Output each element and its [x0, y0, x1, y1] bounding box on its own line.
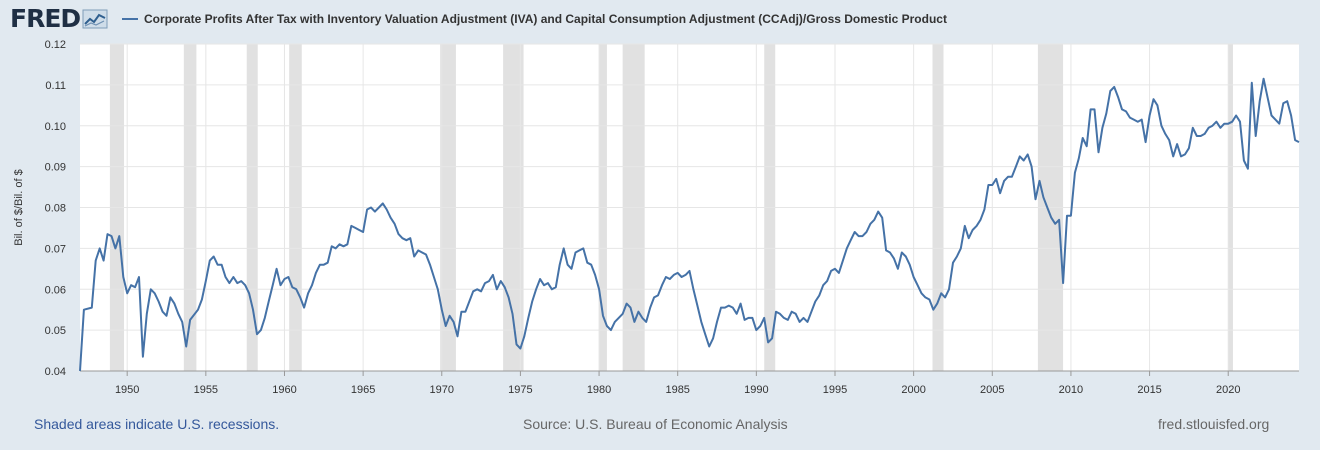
- y-tick-label: 0.06: [45, 284, 66, 296]
- recession-note-link[interactable]: Shaded areas indicate U.S. recessions.: [34, 416, 280, 432]
- x-tick-label: 1980: [587, 384, 611, 396]
- x-tick-label: 1955: [194, 384, 218, 396]
- y-tick-label: 0.10: [45, 121, 66, 133]
- line-chart: 0.04 0.05 0.06 0.07 0.08 0.09 0.10 0.11 0.12 195…: [13, 39, 1300, 396]
- x-tick-label: 2015: [1137, 384, 1161, 396]
- y-tick-label: 0.04: [45, 366, 66, 378]
- y-axis-title: Bil. of $/Bil. of $: [13, 169, 25, 245]
- site-link[interactable]: fred.stlouisfed.org: [1158, 416, 1270, 432]
- source-text: Source: U.S. Bureau of Economic Analysis: [523, 416, 788, 432]
- y-tick-label: 0.11: [45, 80, 66, 92]
- y-tick-label: 0.08: [45, 203, 66, 215]
- x-tick-label: 2010: [1059, 384, 1083, 396]
- fred-logo[interactable]: FRED: [10, 4, 108, 33]
- y-tick-label: 0.05: [45, 325, 66, 337]
- x-tick-label: 1965: [351, 384, 375, 396]
- line-chart-icon: [82, 9, 108, 28]
- grid-lines: [80, 43, 1299, 372]
- x-tick-label: 1950: [115, 384, 139, 396]
- chart-legend: Corporate Profits After Tax with Invento…: [122, 12, 947, 26]
- x-tick-label: 1975: [508, 384, 532, 396]
- y-tick-label: 0.09: [45, 162, 66, 174]
- x-tick-label: 1995: [823, 384, 847, 396]
- y-axis-ticks: 0.04 0.05 0.06 0.07 0.08 0.09 0.10 0.11 0.12: [45, 39, 66, 378]
- logo-text: FRED: [10, 4, 81, 33]
- x-tick-label: 1990: [744, 384, 768, 396]
- legend-series-label: Corporate Profits After Tax with Invento…: [144, 12, 947, 26]
- series-line: [79, 77, 1300, 372]
- x-tick-label: 1960: [272, 384, 296, 396]
- legend-swatch: [122, 18, 138, 20]
- x-tick-label: 1985: [665, 384, 689, 396]
- x-tick-label: 2005: [980, 384, 1004, 396]
- y-tick-label: 0.07: [45, 243, 66, 255]
- x-axis-ticks: 1950 1955 1960 1965 1970 1975 1980 1985 1990 1995…: [80, 370, 1299, 396]
- x-tick-label: 1970: [430, 384, 454, 396]
- y-tick-label: 0.12: [45, 39, 66, 51]
- x-tick-label: 2000: [901, 384, 925, 396]
- x-tick-label: 2020: [1216, 384, 1240, 396]
